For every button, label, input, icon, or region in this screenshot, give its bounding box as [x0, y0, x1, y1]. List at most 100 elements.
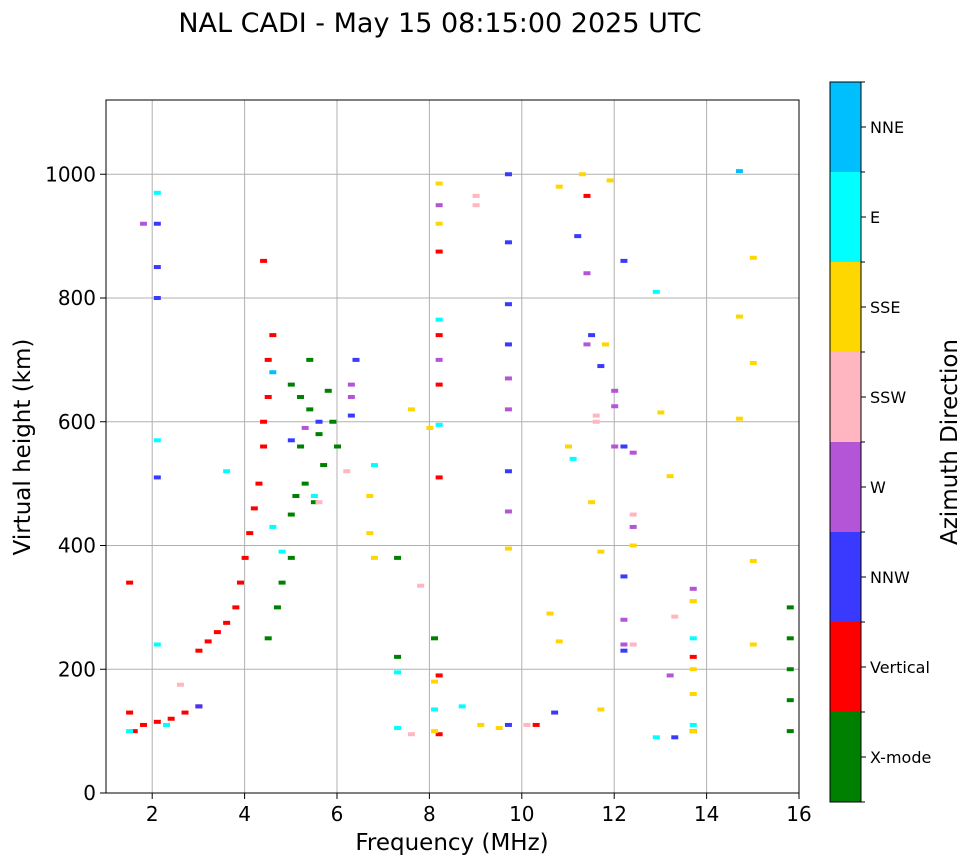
data-point: [671, 735, 679, 740]
data-point: [472, 193, 480, 198]
data-point: [297, 395, 305, 399]
data-point: [153, 296, 161, 300]
y-tick-label: 800: [58, 286, 96, 310]
data-point: [407, 407, 415, 412]
data-point: [310, 494, 318, 498]
data-point: [435, 382, 443, 387]
data-point: [394, 670, 402, 675]
data-point: [551, 710, 559, 715]
data-point: [629, 543, 637, 548]
data-point: [689, 599, 697, 604]
data-point: [139, 722, 147, 727]
data-point: [126, 729, 134, 734]
plot-background: [106, 100, 799, 793]
data-point: [597, 549, 605, 554]
data-point: [629, 512, 637, 517]
data-point: [435, 422, 443, 427]
data-point: [223, 469, 231, 474]
data-point: [329, 419, 337, 424]
series-nnw: [153, 172, 679, 740]
data-point: [250, 506, 258, 511]
colorbar-tick-label: E: [870, 208, 880, 227]
data-point: [264, 636, 272, 641]
data-point: [749, 255, 757, 260]
data-point: [153, 438, 161, 443]
data-point: [394, 726, 402, 731]
colorbar-swatch: [830, 442, 861, 532]
data-point: [301, 425, 309, 430]
data-point: [167, 716, 175, 721]
colorbar-swatch: [830, 262, 861, 352]
colorbar-swatch: [830, 712, 861, 802]
data-point: [366, 531, 374, 536]
y-tick-label: 1000: [45, 162, 96, 186]
data-point: [578, 172, 586, 177]
x-tick-label: 16: [786, 802, 811, 826]
x-tick-label: 8: [423, 802, 436, 826]
data-point: [431, 707, 439, 712]
data-point: [435, 249, 443, 254]
data-point: [786, 667, 794, 672]
data-point: [394, 654, 402, 659]
data-point: [574, 234, 582, 239]
colorbar: X-mode Vertical NNW W SSW SSE E NNE: [829, 81, 931, 803]
data-point: [407, 732, 415, 737]
data-point: [301, 481, 309, 486]
data-point: [689, 636, 697, 641]
data-point: [223, 620, 231, 625]
data-point: [666, 474, 674, 479]
data-point: [320, 463, 328, 468]
data-point: [315, 419, 323, 424]
data-point: [749, 642, 757, 647]
data-point: [273, 605, 281, 610]
data-point: [666, 673, 674, 678]
data-point: [264, 395, 272, 399]
data-point: [260, 444, 268, 449]
data-point: [370, 463, 378, 468]
y-tick-label: 600: [58, 410, 96, 434]
data-point: [287, 438, 295, 443]
chart-title: NAL CADI - May 15 08:15:00 2025 UTC: [178, 8, 701, 39]
data-point: [269, 524, 277, 529]
data-point: [435, 357, 443, 362]
data-point: [278, 580, 286, 585]
data-point: [652, 735, 660, 740]
y-axis-ticks: 0 200 400 600 800 1000: [45, 162, 106, 805]
data-point: [306, 357, 314, 362]
data-point: [292, 494, 300, 498]
data-point: [504, 302, 512, 307]
data-point: [213, 630, 221, 635]
data-point: [689, 692, 697, 696]
data-point: [324, 388, 332, 393]
data-point: [555, 184, 563, 189]
data-point: [347, 413, 355, 418]
series-nne: [269, 169, 743, 375]
data-point: [269, 333, 277, 338]
data-point: [195, 648, 203, 653]
data-point: [435, 221, 443, 226]
data-point: [435, 203, 443, 208]
data-marks: [126, 169, 794, 740]
data-point: [588, 333, 596, 338]
y-tick-label: 400: [58, 534, 96, 558]
data-point: [606, 178, 614, 183]
data-point: [153, 475, 161, 480]
data-point: [504, 546, 512, 551]
data-point: [620, 574, 628, 579]
data-point: [477, 722, 485, 727]
data-point: [431, 729, 439, 734]
colorbar-tick-label: Vertical: [870, 658, 930, 677]
data-point: [504, 240, 512, 245]
data-point: [546, 611, 554, 616]
series-vertical: [126, 193, 697, 737]
data-point: [260, 419, 268, 424]
colorbar-label: Azimuth Direction: [937, 339, 963, 545]
data-point: [786, 636, 794, 641]
colorbar-swatch: [830, 622, 861, 712]
data-point: [260, 258, 268, 263]
data-point: [652, 289, 660, 294]
data-point: [495, 726, 503, 731]
data-point: [163, 722, 171, 727]
data-point: [366, 494, 374, 498]
data-point: [786, 605, 794, 610]
